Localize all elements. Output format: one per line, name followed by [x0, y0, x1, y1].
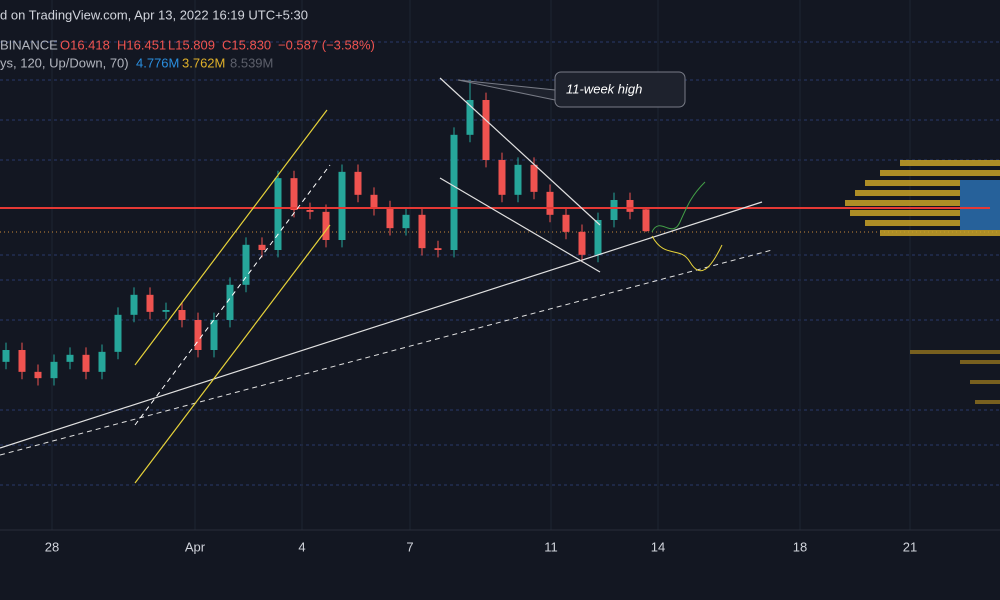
candle-body: [306, 210, 314, 212]
candle-body: [610, 200, 618, 220]
candle-body: [370, 194, 378, 209]
candle-body: [18, 350, 26, 372]
volume-down: 3.762M: [182, 55, 225, 70]
candle-body: [34, 371, 42, 379]
candle-body: [2, 350, 10, 362]
candle-body: [530, 164, 538, 192]
grid: [0, 41, 1000, 486]
volume-params: ys, 120, Up/Down, 70): [0, 55, 129, 70]
candle-body: [114, 314, 122, 352]
time-axis: [0, 530, 1000, 600]
candle-body: [450, 134, 458, 250]
x-tick-label: 11: [544, 539, 558, 554]
candle-body: [130, 294, 138, 315]
x-tick-label: 21: [903, 539, 917, 554]
candle-body: [226, 284, 234, 320]
x-tick-label: Apr: [185, 539, 206, 554]
x-tick-label: 14: [651, 539, 665, 554]
symbol: BINANCE: [0, 37, 58, 52]
close-value: C15.830: [222, 37, 271, 52]
callout-box: [554, 71, 686, 108]
volume-profile: [845, 160, 1000, 404]
high-value: H16.451: [117, 37, 166, 52]
candle-body: [354, 171, 362, 195]
candle-body: [466, 100, 474, 135]
candle-body: [162, 310, 170, 312]
annotation: 11-week high: [566, 81, 642, 96]
x-tick-label: 18: [793, 539, 807, 554]
candle-body: [482, 100, 490, 160]
candle-body: [258, 244, 266, 250]
candle-body: [418, 214, 426, 249]
volume-total: 8.539M: [230, 55, 273, 70]
candle-body: [402, 214, 410, 229]
candle-body: [178, 310, 186, 320]
candle-body: [338, 171, 346, 240]
candle-body: [594, 220, 602, 255]
change-value: −0.587 (−3.58%): [278, 37, 375, 52]
candle-body: [514, 164, 522, 195]
x-ticks: 28 Apr 4 7 11 14 18 21: [45, 539, 917, 554]
candle-body: [498, 160, 506, 195]
callout-pointer: [457, 79, 556, 101]
x-tick-label: 7: [406, 539, 413, 554]
candle-body: [242, 244, 250, 285]
candle-body: [290, 178, 298, 210]
candle-body: [82, 354, 90, 372]
candle-body: [50, 361, 58, 379]
candle-body: [210, 320, 218, 350]
candle-body: [274, 178, 282, 250]
x-tick-label: 4: [298, 539, 305, 554]
candle-body: [194, 320, 202, 350]
candle-body: [98, 351, 106, 372]
candle-body: [146, 294, 154, 312]
legend: BINANCE O16.418 H16.451 L15.809 C15.830 …: [0, 37, 375, 70]
candle-body: [322, 211, 330, 240]
candle-body: [386, 208, 394, 229]
candle-body: [578, 231, 586, 255]
candle-body: [434, 248, 442, 250]
candle-body: [66, 354, 74, 362]
open-value: O16.418: [60, 37, 110, 52]
source-label: d on TradingView.com, Apr 13, 2022 16:19…: [0, 7, 308, 22]
volume-up: 4.776M: [136, 55, 179, 70]
candle-body: [626, 200, 634, 212]
candle-body: [562, 214, 570, 232]
x-tick-label: 28: [45, 539, 59, 554]
candle-body: [642, 209, 650, 232]
low-value: L15.809: [168, 37, 215, 52]
drawings: [0, 77, 773, 484]
candles: [2, 80, 650, 386]
candle-body: [546, 191, 554, 215]
